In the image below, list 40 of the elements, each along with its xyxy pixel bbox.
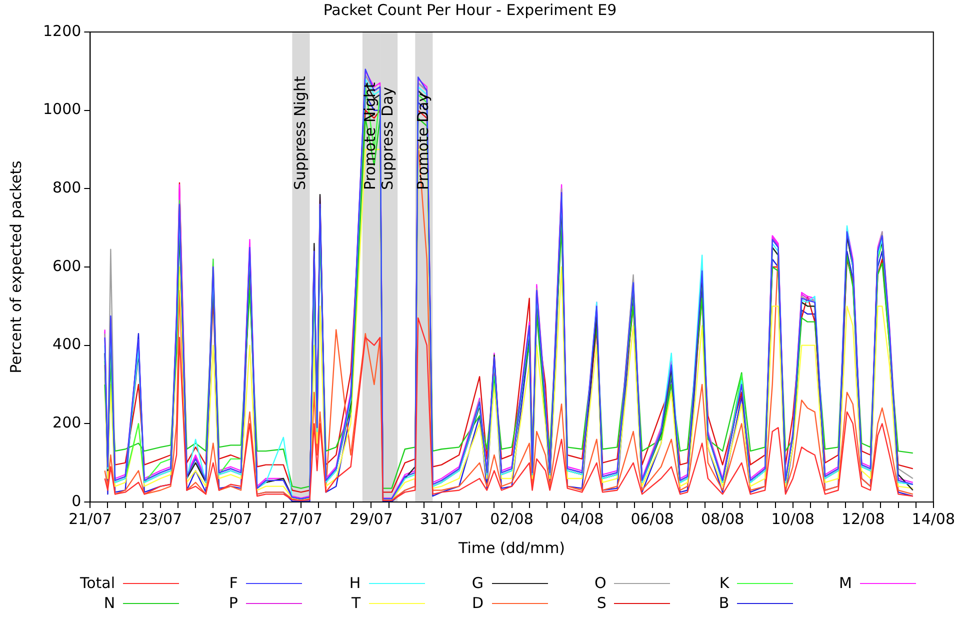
- x-tick-label: 12/08: [842, 510, 885, 528]
- legend-label: P: [228, 594, 238, 612]
- legend-label: Total: [80, 574, 116, 592]
- x-tick-label: 21/07: [68, 510, 112, 528]
- x-tick-label: 23/07: [138, 510, 182, 528]
- x-tick-label: 06/08: [630, 510, 674, 528]
- y-tick-label: 1200: [42, 22, 82, 40]
- legend-label: H: [349, 574, 361, 592]
- legend-label: N: [104, 594, 116, 612]
- y-tick-label: 200: [52, 414, 82, 432]
- x-axis-title: Time (dd/mm): [458, 538, 566, 557]
- x-tick-label: 14/08: [912, 510, 956, 528]
- legend-label: O: [594, 574, 606, 592]
- y-tick-label: 600: [52, 256, 82, 275]
- y-tick-label: 800: [52, 178, 82, 197]
- legend-label: B: [718, 594, 730, 612]
- legend-label: F: [229, 574, 238, 592]
- band-label: Suppress Day: [378, 86, 397, 190]
- legend-label: K: [719, 574, 730, 592]
- legend-label: D: [472, 594, 484, 612]
- y-tick-label: 400: [52, 335, 82, 354]
- x-tick-label: 02/08: [490, 510, 534, 528]
- legend-label: G: [472, 574, 484, 592]
- x-tick-label: 04/08: [560, 510, 604, 528]
- x-tick-label: 27/07: [279, 510, 323, 528]
- band-label: Promote Day: [414, 92, 432, 190]
- x-tick-label: 10/08: [771, 510, 814, 528]
- y-axis-title: Percent of expected packets: [6, 160, 25, 374]
- legend-label: T: [352, 594, 361, 612]
- legend-label: S: [596, 594, 606, 612]
- x-tick-label: 31/07: [420, 510, 464, 528]
- y-tick-label: 0: [72, 492, 82, 510]
- x-tick-label: 25/07: [209, 510, 252, 528]
- legend-label: M: [839, 574, 852, 592]
- x-tick-label: 08/08: [700, 510, 744, 528]
- band-label: Promote Night: [361, 82, 380, 190]
- band-label: Suppress Night: [290, 76, 309, 190]
- x-tick-label: 29/07: [350, 510, 393, 528]
- chart-title: Packet Count Per Hour - Experiment E9: [323, 0, 617, 19]
- y-tick-label: 1000: [42, 100, 82, 118]
